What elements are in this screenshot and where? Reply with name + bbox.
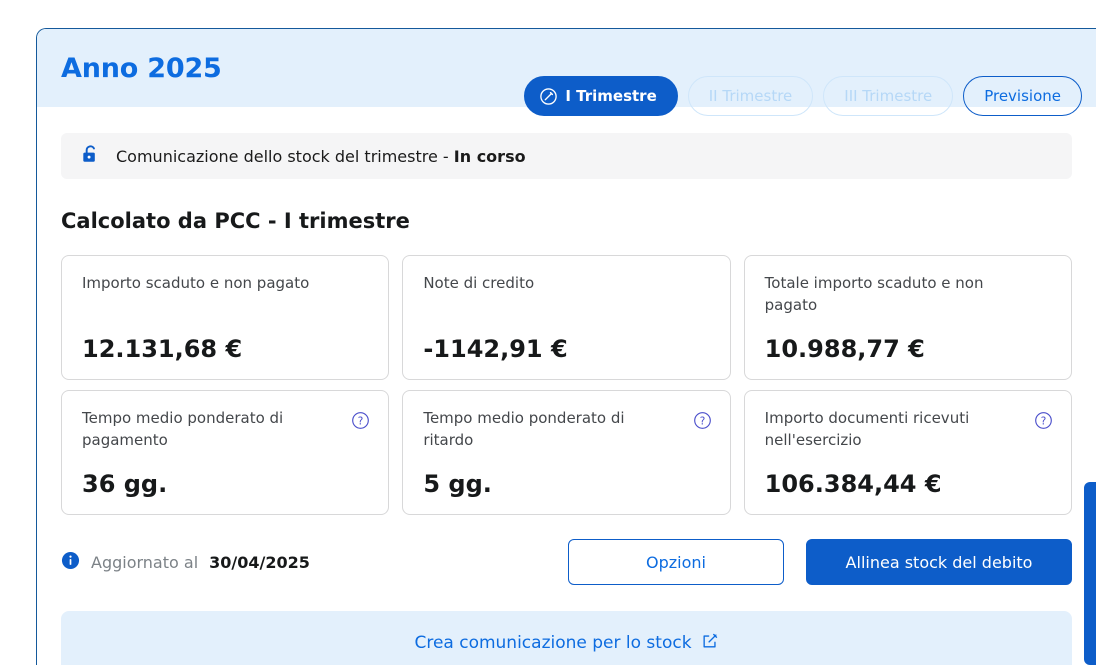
crea-comunicazione-label: Crea comunicazione per lo stock — [414, 633, 692, 653]
svg-text:?: ? — [699, 415, 705, 427]
metric-label: Tempo medio ponderato di pagamento — [82, 409, 284, 449]
allinea-stock-button[interactable]: Allinea stock del debito — [806, 539, 1072, 585]
updated-info: Aggiornato al 30/04/2025 — [61, 551, 310, 574]
metric-value: -1142,91 € — [423, 335, 568, 363]
metric-card-importo-documenti-ricevuti: Importo documenti ricevuti nell'esercizi… — [743, 390, 1072, 515]
info-circle-icon — [61, 551, 80, 574]
metric-label: Importo documenti ricevuti nell'esercizi… — [764, 409, 970, 449]
updated-date: 30/04/2025 — [209, 552, 310, 572]
help-circle-icon[interactable]: ? — [1034, 411, 1053, 430]
pencil-circle-icon — [539, 87, 558, 106]
svg-text:?: ? — [358, 415, 364, 427]
metric-card-tempo-medio-pagamento: Tempo medio ponderato di pagamento ? 36 … — [61, 390, 390, 515]
tab-i-trimestre[interactable]: I Trimestre — [524, 76, 678, 116]
metric-label: Importo scaduto e non pagato — [82, 274, 310, 292]
metric-card-tempo-medio-ritardo: Tempo medio ponderato di ritardo ? 5 gg. — [402, 390, 731, 515]
status-strip: Comunicazione dello stock del trimestre … — [61, 133, 1072, 179]
unlock-icon — [79, 143, 102, 170]
tab-label: I Trimestre — [565, 87, 657, 105]
footer-actions: Opzioni Allinea stock del debito — [568, 539, 1072, 585]
svg-text:?: ? — [1041, 415, 1047, 427]
crea-comunicazione-link[interactable]: Crea comunicazione per lo stock — [414, 632, 718, 655]
tab-ii-trimestre[interactable]: II Trimestre — [687, 76, 814, 116]
tab-label: III Trimestre — [844, 87, 933, 105]
metric-value: 12.131,68 € — [82, 335, 243, 363]
updated-label: Aggiornato al — [91, 552, 199, 572]
trimester-panel: Anno 2025 I Trimestre II Trimestre III T… — [36, 28, 1096, 665]
trimester-tabs: I Trimestre II Trimestre III Trimestre P… — [524, 76, 1082, 116]
tab-previsione[interactable]: Previsione — [963, 76, 1082, 116]
metric-label: Note di credito — [423, 274, 535, 292]
panel-body: Comunicazione dello stock del trimestre … — [37, 107, 1096, 665]
bottom-bar: Crea comunicazione per lo stock — [61, 611, 1072, 665]
footer-row: Aggiornato al 30/04/2025 Opzioni Allinea… — [61, 539, 1072, 585]
metric-value: 10.988,77 € — [764, 335, 925, 363]
scrollbar-thumb[interactable] — [1084, 482, 1096, 665]
metric-card-note-credito: Note di credito -1142,91 € — [402, 255, 731, 380]
options-button[interactable]: Opzioni — [568, 539, 784, 585]
metric-label: Totale importo scaduto e non pagato — [764, 274, 984, 314]
tab-label: II Trimestre — [708, 87, 793, 105]
page-title: Anno 2025 — [61, 52, 222, 84]
section-title: Calcolato da PCC - I trimestre — [61, 209, 410, 233]
tab-iii-trimestre[interactable]: III Trimestre — [823, 76, 954, 116]
help-circle-icon[interactable]: ? — [351, 411, 370, 430]
status-badge: In corso — [453, 146, 526, 166]
help-circle-icon[interactable]: ? — [693, 411, 712, 430]
metric-label: Tempo medio ponderato di ritardo — [423, 409, 625, 449]
status-text-label: Comunicazione dello stock del trimestre … — [116, 146, 454, 166]
tab-label: Previsione — [984, 87, 1061, 105]
compose-square-icon — [701, 632, 719, 655]
metric-card-importo-scaduto: Importo scaduto e non pagato 12.131,68 € — [61, 255, 390, 380]
metric-card-totale-importo-scaduto: Totale importo scaduto e non pagato 10.9… — [743, 255, 1072, 380]
status-text: Comunicazione dello stock del trimestre … — [116, 147, 526, 166]
metric-value: 36 gg. — [82, 470, 168, 498]
metrics-grid: Importo scaduto e non pagato 12.131,68 €… — [61, 255, 1072, 515]
metric-value: 106.384,44 € — [764, 470, 942, 498]
panel-header: Anno 2025 I Trimestre II Trimestre III T… — [37, 29, 1096, 116]
vertical-scrollbar[interactable] — [1084, 482, 1096, 665]
metric-value: 5 gg. — [423, 470, 492, 498]
